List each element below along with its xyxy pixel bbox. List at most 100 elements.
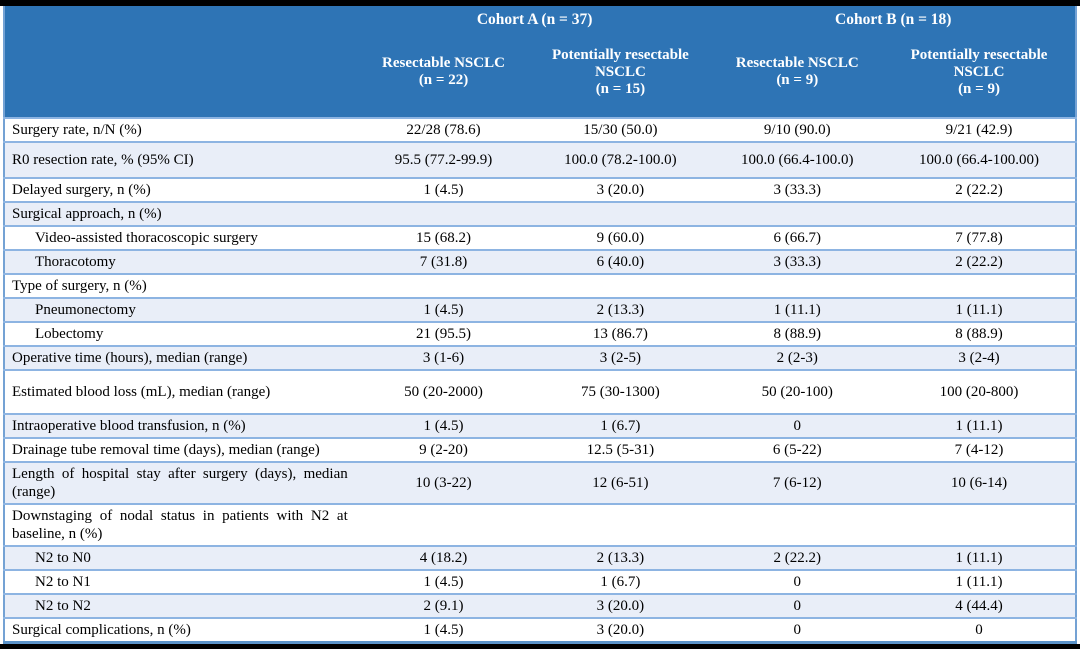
- row-label: N2 to N0: [4, 545, 358, 570]
- cell-value: 0: [711, 593, 884, 618]
- table-row: R0 resection rate, % (95% CI) 95.5 (77.2-…: [4, 141, 1076, 178]
- row-label: Length of hospital stay after surgery (d…: [4, 461, 358, 504]
- surgical-outcomes-table: Cohort A (n = 37) Cohort B (n = 18) Rese…: [3, 6, 1077, 644]
- empty-corner-cell: [4, 6, 358, 118]
- row-label: Surgical complications, n (%): [4, 617, 358, 643]
- cell-value: 7 (77.8): [883, 225, 1076, 250]
- cell-value: 75 (30-1300): [529, 369, 712, 414]
- cell-value: 3 (2-5): [529, 345, 712, 370]
- cell-value: 21 (95.5): [357, 321, 530, 346]
- table-row: Surgical complications, n (%) 1 (4.5) 3 (2…: [4, 617, 1076, 643]
- table-row: Lobectomy 21 (95.5) 13 (86.7) 8 (88.9) 8 (88…: [4, 321, 1076, 346]
- table-row: Thoracotomy 7 (31.8) 6 (40.0) 3 (33.3) 2 (22…: [4, 249, 1076, 274]
- row-label: Operative time (hours), median (range): [4, 345, 358, 370]
- col-header-n: (n = 22): [418, 72, 469, 88]
- col-header-resectable-b: Resectable NSCLC (n = 9): [711, 33, 884, 118]
- col-header-n: (n = 9): [958, 80, 1000, 97]
- cell-value: 8 (88.9): [883, 321, 1076, 346]
- cell-value: 100.0 (66.4-100.0): [711, 141, 884, 178]
- cell-value: 4 (44.4): [883, 593, 1076, 618]
- cell-value: 1 (11.1): [883, 545, 1076, 570]
- cell-value: [711, 201, 884, 226]
- cohort-header-row: Cohort A (n = 37) Cohort B (n = 18): [4, 6, 1076, 118]
- col-header-potentially-resectable-a: Potentially resectable NSCLC (n = 15): [529, 33, 712, 118]
- table-header: Cohort A (n = 37) Cohort B (n = 18) Rese…: [4, 6, 1076, 118]
- cell-value: [357, 201, 530, 226]
- cell-value: 100.0 (78.2-100.0): [529, 141, 712, 178]
- cell-value: [711, 273, 884, 298]
- table-row: Surgery rate, n/N (%) 22/28 (78.6) 15/30 (…: [4, 117, 1076, 142]
- cell-value: 0: [711, 569, 884, 594]
- cell-value: 3 (33.3): [711, 249, 884, 274]
- cell-value: 15 (68.2): [357, 225, 530, 250]
- cell-value: 9 (2-20): [357, 437, 530, 462]
- table-row: Operative time (hours), median (range) 3 …: [4, 345, 1076, 370]
- cell-value: 3 (20.0): [529, 593, 712, 618]
- cell-value: [883, 273, 1076, 298]
- cell-value: 1 (11.1): [883, 569, 1076, 594]
- row-label: Delayed surgery, n (%): [4, 177, 358, 202]
- group-row: Type of surgery, n (%): [4, 273, 1076, 298]
- cell-value: 3 (1-6): [357, 345, 530, 370]
- cell-value: 9/10 (90.0): [711, 117, 884, 142]
- cell-value: 4 (18.2): [357, 545, 530, 570]
- row-label: Intraoperative blood transfusion, n (%): [4, 413, 358, 438]
- subgroup-header-row: Resectable NSCLC (n = 22) Potentially re…: [4, 33, 1076, 118]
- cell-value: 8 (88.9): [711, 321, 884, 346]
- table-row: Intraoperative blood transfusion, n (%) 1…: [4, 413, 1076, 438]
- cell-value: [529, 201, 712, 226]
- col-header-title: Potentially resectable NSCLC: [552, 46, 689, 80]
- col-header-potentially-resectable-b: Potentially resectable NSCLC (n = 9): [883, 33, 1076, 118]
- row-label: Surgery rate, n/N (%): [4, 117, 358, 142]
- group-row: Surgical approach, n (%): [4, 201, 1076, 226]
- cell-value: 6 (40.0): [529, 249, 712, 274]
- cell-value: 1 (6.7): [529, 413, 712, 438]
- cell-value: 2 (13.3): [529, 545, 712, 570]
- table-row: Drainage tube removal time (days), media…: [4, 437, 1076, 462]
- top-frame-bar: [0, 0, 1080, 6]
- cell-value: 3 (2-4): [883, 345, 1076, 370]
- cell-value: 0: [711, 413, 884, 438]
- table-row: Pneumonectomy 1 (4.5) 2 (13.3) 1 (11.1) 1 (1…: [4, 297, 1076, 322]
- cell-value: 12 (6-51): [529, 461, 712, 504]
- row-label: Lobectomy: [4, 321, 358, 346]
- cohort-b-header: Cohort B (n = 18): [711, 6, 1076, 33]
- cell-value: 7 (6-12): [711, 461, 884, 504]
- cell-value: 2 (22.2): [883, 249, 1076, 274]
- cell-value: 95.5 (77.2-99.9): [357, 141, 530, 178]
- cell-value: [883, 503, 1076, 546]
- cell-value: 7 (31.8): [357, 249, 530, 274]
- cell-value: [357, 273, 530, 298]
- table-row: Video-assisted thoracoscopic surgery 15 (…: [4, 225, 1076, 250]
- table-row: Estimated blood loss (mL), median (range…: [4, 369, 1076, 414]
- cell-value: 12.5 (5-31): [529, 437, 712, 462]
- row-label: N2 to N2: [4, 593, 358, 618]
- cell-value: 2 (22.2): [883, 177, 1076, 202]
- cell-value: [711, 503, 884, 546]
- cell-value: 1 (4.5): [357, 569, 530, 594]
- row-label: Drainage tube removal time (days), media…: [4, 437, 358, 462]
- cell-value: [883, 201, 1076, 226]
- col-header-title: Resectable NSCLC: [382, 55, 505, 71]
- cell-value: 1 (11.1): [711, 297, 884, 322]
- cell-value: 15/30 (50.0): [529, 117, 712, 142]
- cell-value: 3 (33.3): [711, 177, 884, 202]
- cell-value: 0: [711, 617, 884, 643]
- cell-value: 100.0 (66.4-100.00): [883, 141, 1076, 178]
- cell-value: 6 (66.7): [711, 225, 884, 250]
- cell-value: 1 (4.5): [357, 617, 530, 643]
- row-label: Surgical approach, n (%): [4, 201, 358, 226]
- table-container: Cohort A (n = 37) Cohort B (n = 18) Rese…: [0, 6, 1080, 644]
- cell-value: 9/21 (42.9): [883, 117, 1076, 142]
- row-label: R0 resection rate, % (95% CI): [4, 141, 358, 178]
- col-header-title: Potentially resectable NSCLC: [910, 46, 1048, 80]
- cell-value: 1 (4.5): [357, 177, 530, 202]
- cell-value: 3 (20.0): [529, 617, 712, 643]
- cell-value: 10 (6-14): [883, 461, 1076, 504]
- row-label: Type of surgery, n (%): [4, 273, 358, 298]
- cell-value: 7 (4-12): [883, 437, 1076, 462]
- cell-value: [529, 503, 712, 546]
- cell-value: 2 (9.1): [357, 593, 530, 618]
- table-row: Length of hospital stay after surgery (d…: [4, 461, 1076, 504]
- row-label: Thoracotomy: [4, 249, 358, 274]
